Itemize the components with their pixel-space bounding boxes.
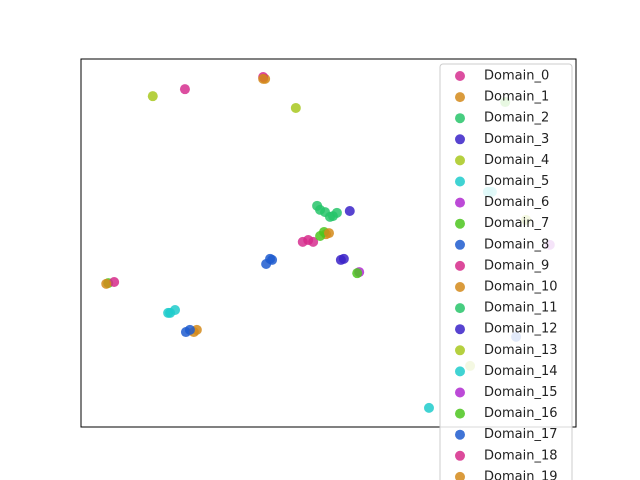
legend-label: Domain_6 — [484, 195, 549, 210]
point — [290, 102, 301, 113]
point — [324, 211, 335, 222]
point — [303, 235, 314, 246]
point — [265, 253, 276, 264]
legend-label: Domain_3 — [484, 132, 549, 147]
legend-label: Domain_11 — [484, 301, 558, 316]
legend-marker — [455, 408, 465, 419]
point — [163, 307, 174, 318]
plot-frame — [80, 58, 577, 428]
legend-label: Domain_15 — [484, 385, 558, 400]
legend-label: Domain_17 — [484, 427, 558, 442]
legend-marker — [455, 239, 465, 250]
legend-label: Domain_9 — [484, 258, 549, 273]
legend-marker — [455, 218, 465, 229]
point — [109, 277, 120, 288]
legend-label: Domain_4 — [484, 153, 549, 168]
legend-marker — [455, 471, 465, 480]
point — [352, 268, 363, 279]
legend-marker — [455, 134, 465, 145]
legend-marker — [455, 387, 465, 398]
legend-marker — [455, 71, 465, 81]
legend-marker — [455, 113, 465, 124]
point — [315, 204, 326, 215]
point — [344, 205, 355, 216]
legend-marker — [455, 260, 465, 271]
legend-marker — [455, 176, 465, 187]
legend-label: Domain_5 — [484, 174, 549, 189]
legend-label: Domain_7 — [484, 216, 549, 231]
legend-marker — [455, 324, 465, 335]
point — [323, 228, 334, 239]
legend-label: Domain_12 — [484, 322, 558, 337]
legend-label: Domain_8 — [484, 237, 549, 252]
point — [147, 91, 158, 102]
legend-marker — [455, 197, 465, 208]
legend-marker — [455, 303, 465, 314]
legend-label: Domain_2 — [484, 111, 549, 126]
legend-marker — [455, 450, 465, 461]
point — [258, 73, 269, 84]
legend-marker — [455, 345, 465, 356]
legend-label: Domain_13 — [484, 343, 558, 358]
point — [101, 278, 112, 289]
point — [191, 324, 202, 335]
legend-marker — [455, 429, 465, 440]
legend-label: Domain_0 — [484, 69, 549, 84]
legend-label: Domain_14 — [484, 364, 558, 379]
legend-label: Domain_1 — [484, 90, 549, 105]
legend-label: Domain_16 — [484, 406, 558, 421]
point — [184, 324, 195, 335]
legend-label: Domain_19 — [484, 469, 558, 480]
legend-box — [439, 63, 573, 480]
legend-label: Domain_10 — [484, 280, 558, 295]
legend-marker — [455, 366, 465, 377]
legend-label: Domain_18 — [484, 448, 558, 463]
legend-marker — [455, 282, 465, 292]
legend-marker — [455, 155, 465, 166]
point — [335, 254, 346, 265]
point — [423, 402, 434, 413]
legend-marker — [455, 92, 465, 103]
point — [179, 84, 190, 95]
